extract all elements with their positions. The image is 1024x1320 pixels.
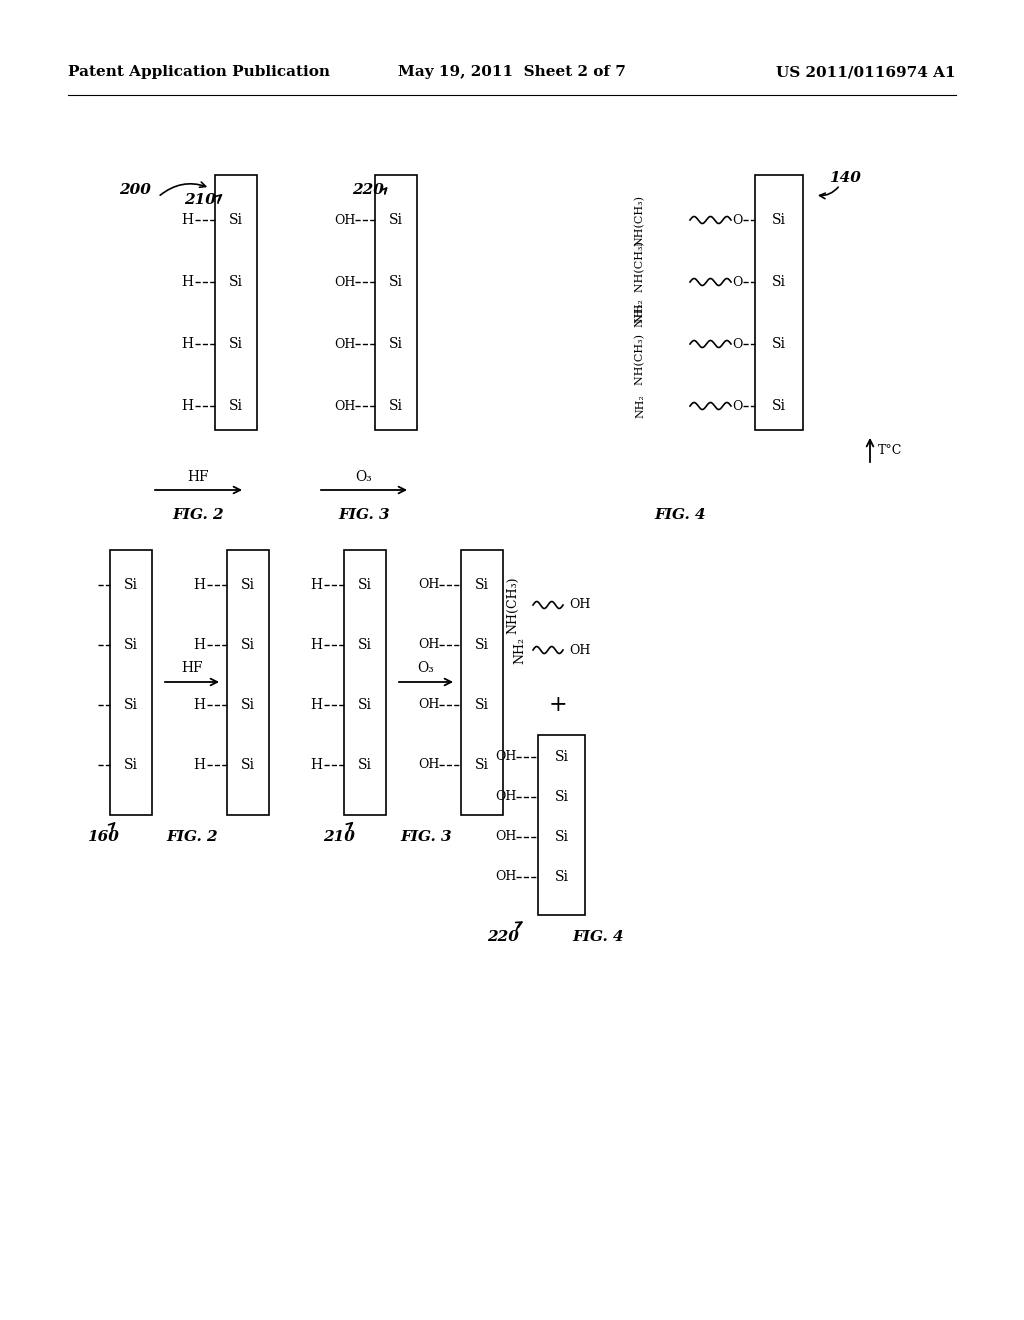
Text: OH: OH <box>419 578 439 591</box>
Text: NH(CH₃)  NH₂: NH(CH₃) NH₂ <box>635 304 645 385</box>
Text: Si: Si <box>241 758 255 772</box>
Text: OH: OH <box>419 759 439 771</box>
Text: Si: Si <box>475 758 489 772</box>
Text: OH: OH <box>334 400 355 412</box>
Text: Si: Si <box>389 275 403 289</box>
Text: Si: Si <box>358 698 372 711</box>
Text: Si: Si <box>124 638 138 652</box>
Bar <box>538 735 585 915</box>
Text: Si: Si <box>229 213 243 227</box>
Text: OH: OH <box>496 751 517 763</box>
Text: Si: Si <box>124 698 138 711</box>
Text: HF: HF <box>187 470 209 484</box>
Text: O: O <box>732 276 742 289</box>
Text: Si: Si <box>772 337 786 351</box>
Text: NH(CH₃): NH(CH₃) <box>507 577 519 634</box>
Text: H: H <box>193 698 205 711</box>
Bar <box>110 550 152 814</box>
Text: Si: Si <box>229 399 243 413</box>
Text: OH: OH <box>569 644 591 656</box>
Text: FIG. 3: FIG. 3 <box>338 508 390 521</box>
Text: H: H <box>193 578 205 591</box>
Text: OH: OH <box>334 276 355 289</box>
Text: Si: Si <box>555 870 568 884</box>
Text: Si: Si <box>241 578 255 591</box>
Text: FIG. 2: FIG. 2 <box>166 830 218 843</box>
Text: FIG. 4: FIG. 4 <box>654 508 706 521</box>
Text: H: H <box>181 213 193 227</box>
Text: NH₂: NH₂ <box>635 395 645 418</box>
Text: Si: Si <box>358 578 372 591</box>
Text: Si: Si <box>475 638 489 652</box>
Text: Si: Si <box>389 213 403 227</box>
Text: Si: Si <box>555 789 568 804</box>
Bar <box>755 176 803 430</box>
Text: Si: Si <box>555 750 568 764</box>
Text: H: H <box>193 638 205 652</box>
Text: Si: Si <box>229 275 243 289</box>
Text: Si: Si <box>229 337 243 351</box>
Text: NH₂: NH₂ <box>513 636 526 664</box>
Text: H: H <box>181 337 193 351</box>
Text: H: H <box>193 758 205 772</box>
Text: FIG. 4: FIG. 4 <box>572 931 624 944</box>
Text: OH: OH <box>334 214 355 227</box>
Text: US 2011/0116974 A1: US 2011/0116974 A1 <box>776 65 956 79</box>
Text: O₃: O₃ <box>418 661 434 675</box>
Bar <box>227 550 269 814</box>
Text: Si: Si <box>772 213 786 227</box>
Text: Si: Si <box>358 638 372 652</box>
Text: O₃: O₃ <box>355 470 373 484</box>
Text: 200: 200 <box>119 183 151 197</box>
Text: O: O <box>732 214 742 227</box>
Text: Si: Si <box>475 578 489 591</box>
Text: T°C: T°C <box>878 444 902 457</box>
Text: 210: 210 <box>323 830 355 843</box>
Text: Patent Application Publication: Patent Application Publication <box>68 65 330 79</box>
Text: Si: Si <box>124 758 138 772</box>
Bar <box>215 176 257 430</box>
Text: NH(CH₃): NH(CH₃) <box>635 194 645 246</box>
Bar <box>344 550 386 814</box>
Text: 160: 160 <box>87 830 119 843</box>
Bar <box>461 550 503 814</box>
Text: H: H <box>181 275 193 289</box>
Text: H: H <box>310 638 322 652</box>
Text: H: H <box>310 758 322 772</box>
Text: OH: OH <box>496 870 517 883</box>
Text: Si: Si <box>772 399 786 413</box>
Text: H: H <box>181 399 193 413</box>
Text: NH₂  NH(CH₃): NH₂ NH(CH₃) <box>635 242 645 323</box>
Text: Si: Si <box>389 399 403 413</box>
Text: Si: Si <box>772 275 786 289</box>
Text: OH: OH <box>334 338 355 351</box>
Text: 220: 220 <box>487 931 519 944</box>
Text: FIG. 2: FIG. 2 <box>172 508 224 521</box>
Text: Si: Si <box>389 337 403 351</box>
Text: +: + <box>549 694 567 715</box>
Text: Si: Si <box>241 638 255 652</box>
Bar <box>375 176 417 430</box>
Text: 220: 220 <box>352 183 384 197</box>
Text: OH: OH <box>569 598 591 611</box>
Text: 140: 140 <box>829 172 861 185</box>
Text: Si: Si <box>555 830 568 843</box>
Text: Si: Si <box>241 698 255 711</box>
Text: OH: OH <box>496 791 517 804</box>
Text: H: H <box>310 578 322 591</box>
Text: H: H <box>310 698 322 711</box>
Text: O: O <box>732 400 742 412</box>
Text: Si: Si <box>475 698 489 711</box>
Text: HF: HF <box>181 661 203 675</box>
Text: OH: OH <box>496 830 517 843</box>
Text: 210: 210 <box>184 193 216 207</box>
Text: O: O <box>732 338 742 351</box>
Text: May 19, 2011  Sheet 2 of 7: May 19, 2011 Sheet 2 of 7 <box>398 65 626 79</box>
Text: Si: Si <box>358 758 372 772</box>
Text: Si: Si <box>124 578 138 591</box>
Text: OH: OH <box>419 639 439 652</box>
Text: FIG. 3: FIG. 3 <box>400 830 452 843</box>
Text: OH: OH <box>419 698 439 711</box>
